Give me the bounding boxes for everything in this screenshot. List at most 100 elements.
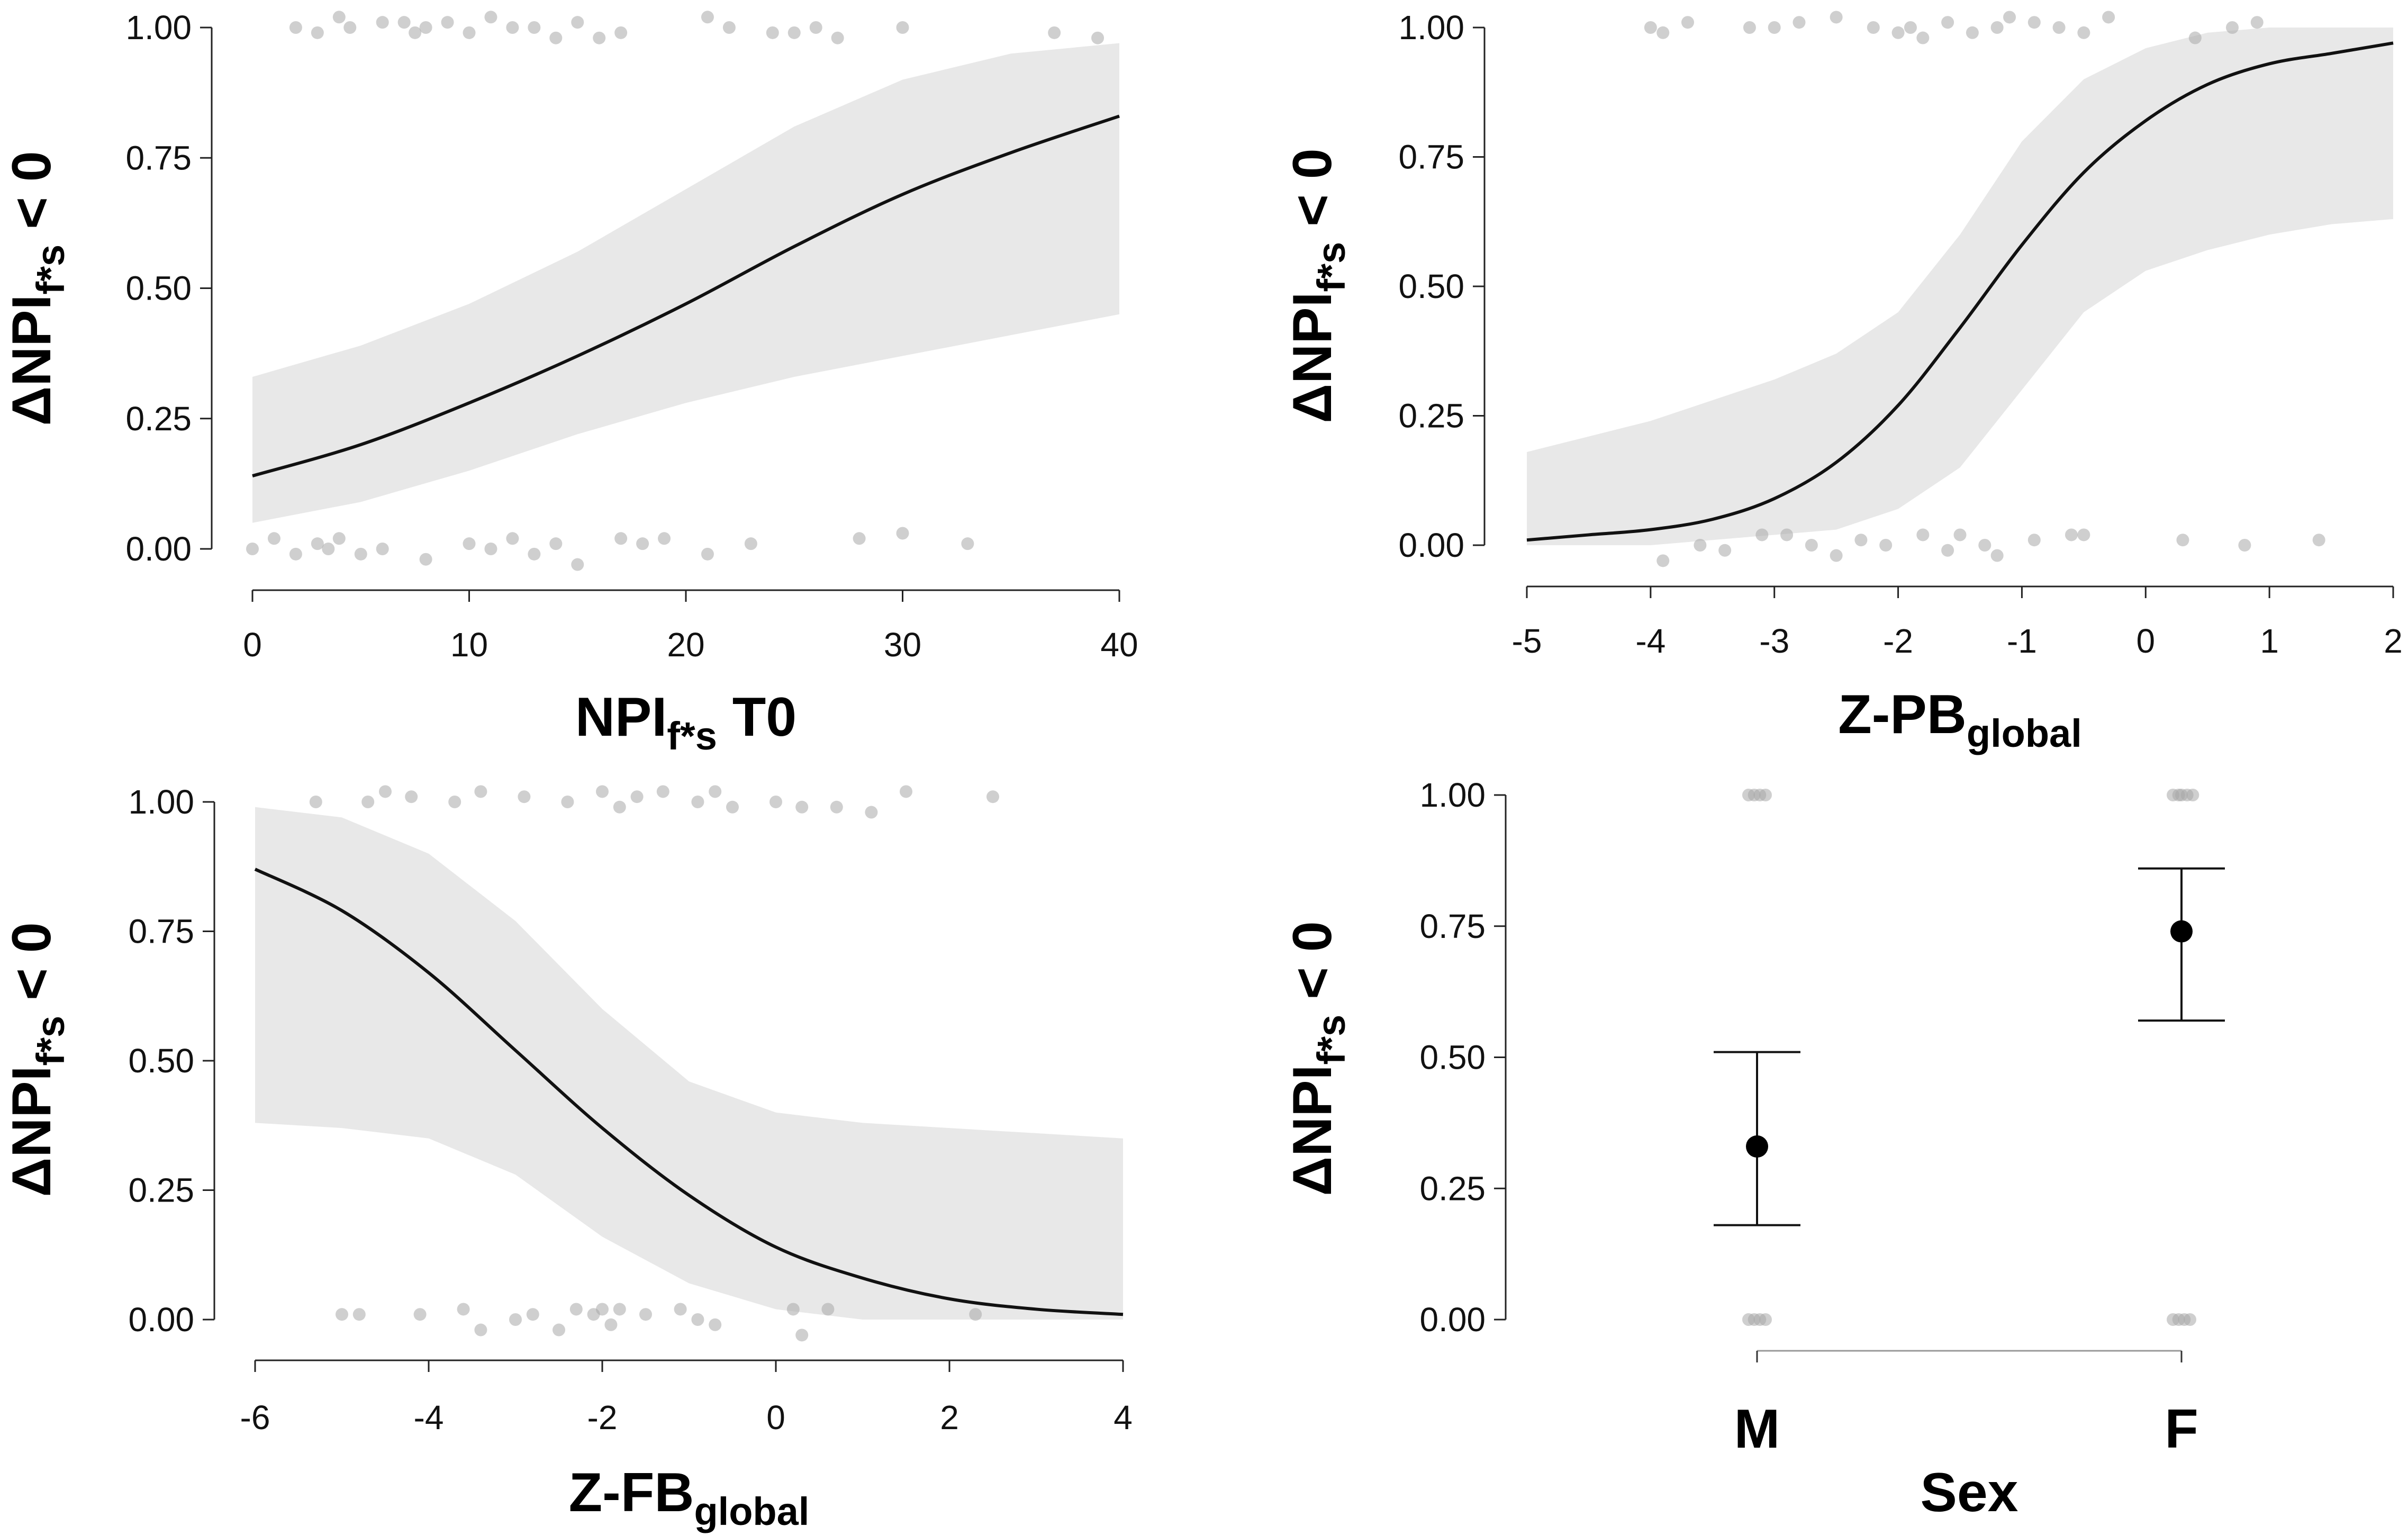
x-tick-label: 0 bbox=[766, 1398, 785, 1437]
x-tick-label: 2 bbox=[2384, 622, 2403, 660]
observation-point bbox=[786, 1303, 800, 1316]
x-tick-label: -2 bbox=[587, 1398, 618, 1437]
observation-point bbox=[336, 1308, 348, 1321]
observation-point bbox=[2027, 16, 2041, 29]
observation-point bbox=[787, 26, 801, 39]
observation-point bbox=[1830, 11, 1843, 24]
observation-point bbox=[549, 31, 563, 44]
observation-point bbox=[267, 532, 280, 545]
fitted-curve bbox=[254, 868, 1124, 1316]
observation-point bbox=[2003, 11, 2016, 24]
observation-point bbox=[413, 1308, 427, 1321]
observation-point bbox=[630, 790, 644, 803]
x-tick-label: 1 bbox=[2260, 622, 2279, 660]
observation-point bbox=[900, 785, 912, 798]
observation-point bbox=[463, 26, 476, 39]
observation-point bbox=[809, 21, 822, 34]
y-tick-label: 0.75 bbox=[1419, 907, 1486, 945]
x-axis-title-main: NPI bbox=[575, 687, 667, 748]
observation-point bbox=[361, 796, 375, 808]
observation-point bbox=[656, 785, 669, 798]
observation-point bbox=[2176, 534, 2189, 547]
y-tick-label: 1.00 bbox=[1398, 8, 1464, 47]
observation-point bbox=[865, 806, 878, 819]
observation-point bbox=[376, 16, 389, 29]
observation-point bbox=[397, 16, 411, 29]
observation-point bbox=[1990, 549, 2004, 562]
observation-point bbox=[1780, 528, 1794, 541]
observation-point bbox=[691, 796, 704, 808]
x-tick-label: 0 bbox=[2136, 622, 2155, 660]
observation-point bbox=[701, 547, 714, 561]
observation-point bbox=[441, 16, 454, 29]
observation-point bbox=[457, 1303, 470, 1316]
observation-point bbox=[1867, 21, 1880, 34]
x-axis-title-main: Z-PB bbox=[1838, 684, 1967, 745]
x-tick-label: 10 bbox=[450, 626, 488, 664]
observation-point bbox=[896, 527, 909, 540]
observation-point bbox=[332, 11, 346, 24]
observation-point bbox=[596, 785, 609, 798]
observation-point bbox=[1830, 549, 1843, 562]
observation-point bbox=[639, 1308, 652, 1321]
observation-point bbox=[1743, 21, 1756, 34]
x-category-label: M bbox=[1734, 1398, 1780, 1460]
y-axis-title-main: ΔNPI bbox=[1282, 1064, 1343, 1196]
x-tick-label: -2 bbox=[1883, 622, 1913, 660]
x-axis-title: NPIf*s T0 bbox=[575, 687, 796, 758]
observation-point bbox=[614, 26, 628, 39]
observation-point bbox=[569, 1303, 583, 1316]
observation-point bbox=[528, 21, 541, 34]
y-tick-label: 0.50 bbox=[128, 1042, 194, 1080]
y-axis-title-main: ΔNPI bbox=[1, 294, 62, 426]
observation-point bbox=[744, 537, 757, 550]
y-tick-label: 0.50 bbox=[1419, 1039, 1486, 1077]
observation-point bbox=[1953, 528, 1967, 541]
observation-point bbox=[352, 1308, 366, 1321]
observation-point bbox=[376, 543, 389, 555]
x-tick-label: 4 bbox=[1114, 1398, 1133, 1437]
x-tick-label: -5 bbox=[1512, 622, 1542, 660]
panel-p4: 0.00 0.25 0.50 0.75 1.00 ΔNPIf*s < 0 M F Sex bbox=[1282, 776, 2225, 1523]
observation-point bbox=[821, 1303, 835, 1316]
y-axis-title-sub: f*s bbox=[29, 245, 73, 295]
observation-point bbox=[419, 21, 432, 34]
x-tick-label: 20 bbox=[667, 626, 704, 664]
x-axis-title-sub: global bbox=[1967, 711, 2082, 755]
y-tick-label: 0.25 bbox=[1398, 397, 1464, 435]
y-axis-title-sub: f*s bbox=[1309, 242, 1353, 292]
x-tick-label: 2 bbox=[940, 1398, 959, 1437]
observation-point bbox=[322, 543, 335, 555]
observation-point bbox=[405, 790, 418, 803]
observation-point bbox=[311, 26, 324, 39]
observation-point bbox=[613, 800, 626, 814]
observation-point bbox=[506, 532, 519, 545]
y-axis-title-main: ΔNPI bbox=[1, 1066, 62, 1197]
observation-point bbox=[1091, 31, 1105, 44]
observation-point bbox=[1916, 31, 1930, 44]
observation-point bbox=[528, 547, 541, 561]
observation-point bbox=[1854, 534, 1868, 547]
y-tick-label: 0.25 bbox=[1419, 1169, 1486, 1207]
observation-point bbox=[709, 785, 722, 798]
observation-point bbox=[1644, 21, 1657, 34]
observation-point bbox=[896, 21, 909, 34]
y-axis-title-suffix: < 0 bbox=[1, 922, 62, 1015]
y-axis-title: ΔNPIf*s < 0 bbox=[1, 922, 73, 1197]
observation-point bbox=[636, 537, 649, 550]
x-axis-title-main: Sex bbox=[1920, 1462, 2018, 1523]
y-axis-title: ΔNPIf*s < 0 bbox=[1, 151, 73, 426]
x-tick-label: -4 bbox=[414, 1398, 444, 1437]
observation-point bbox=[2052, 21, 2066, 34]
observation-point bbox=[766, 26, 779, 39]
observation-point bbox=[726, 800, 739, 814]
x-tick-label: -1 bbox=[2007, 622, 2037, 660]
observation-point bbox=[2077, 26, 2090, 39]
confidence-band bbox=[1527, 28, 2393, 545]
y-axis-title: ΔNPIf*s < 0 bbox=[1282, 148, 1353, 423]
observation-point bbox=[379, 785, 392, 798]
x-tick-label: 40 bbox=[1100, 626, 1138, 664]
x-tick-label: 30 bbox=[884, 626, 921, 664]
observation-point bbox=[1904, 21, 1917, 34]
y-tick-label: 0.75 bbox=[125, 139, 192, 177]
